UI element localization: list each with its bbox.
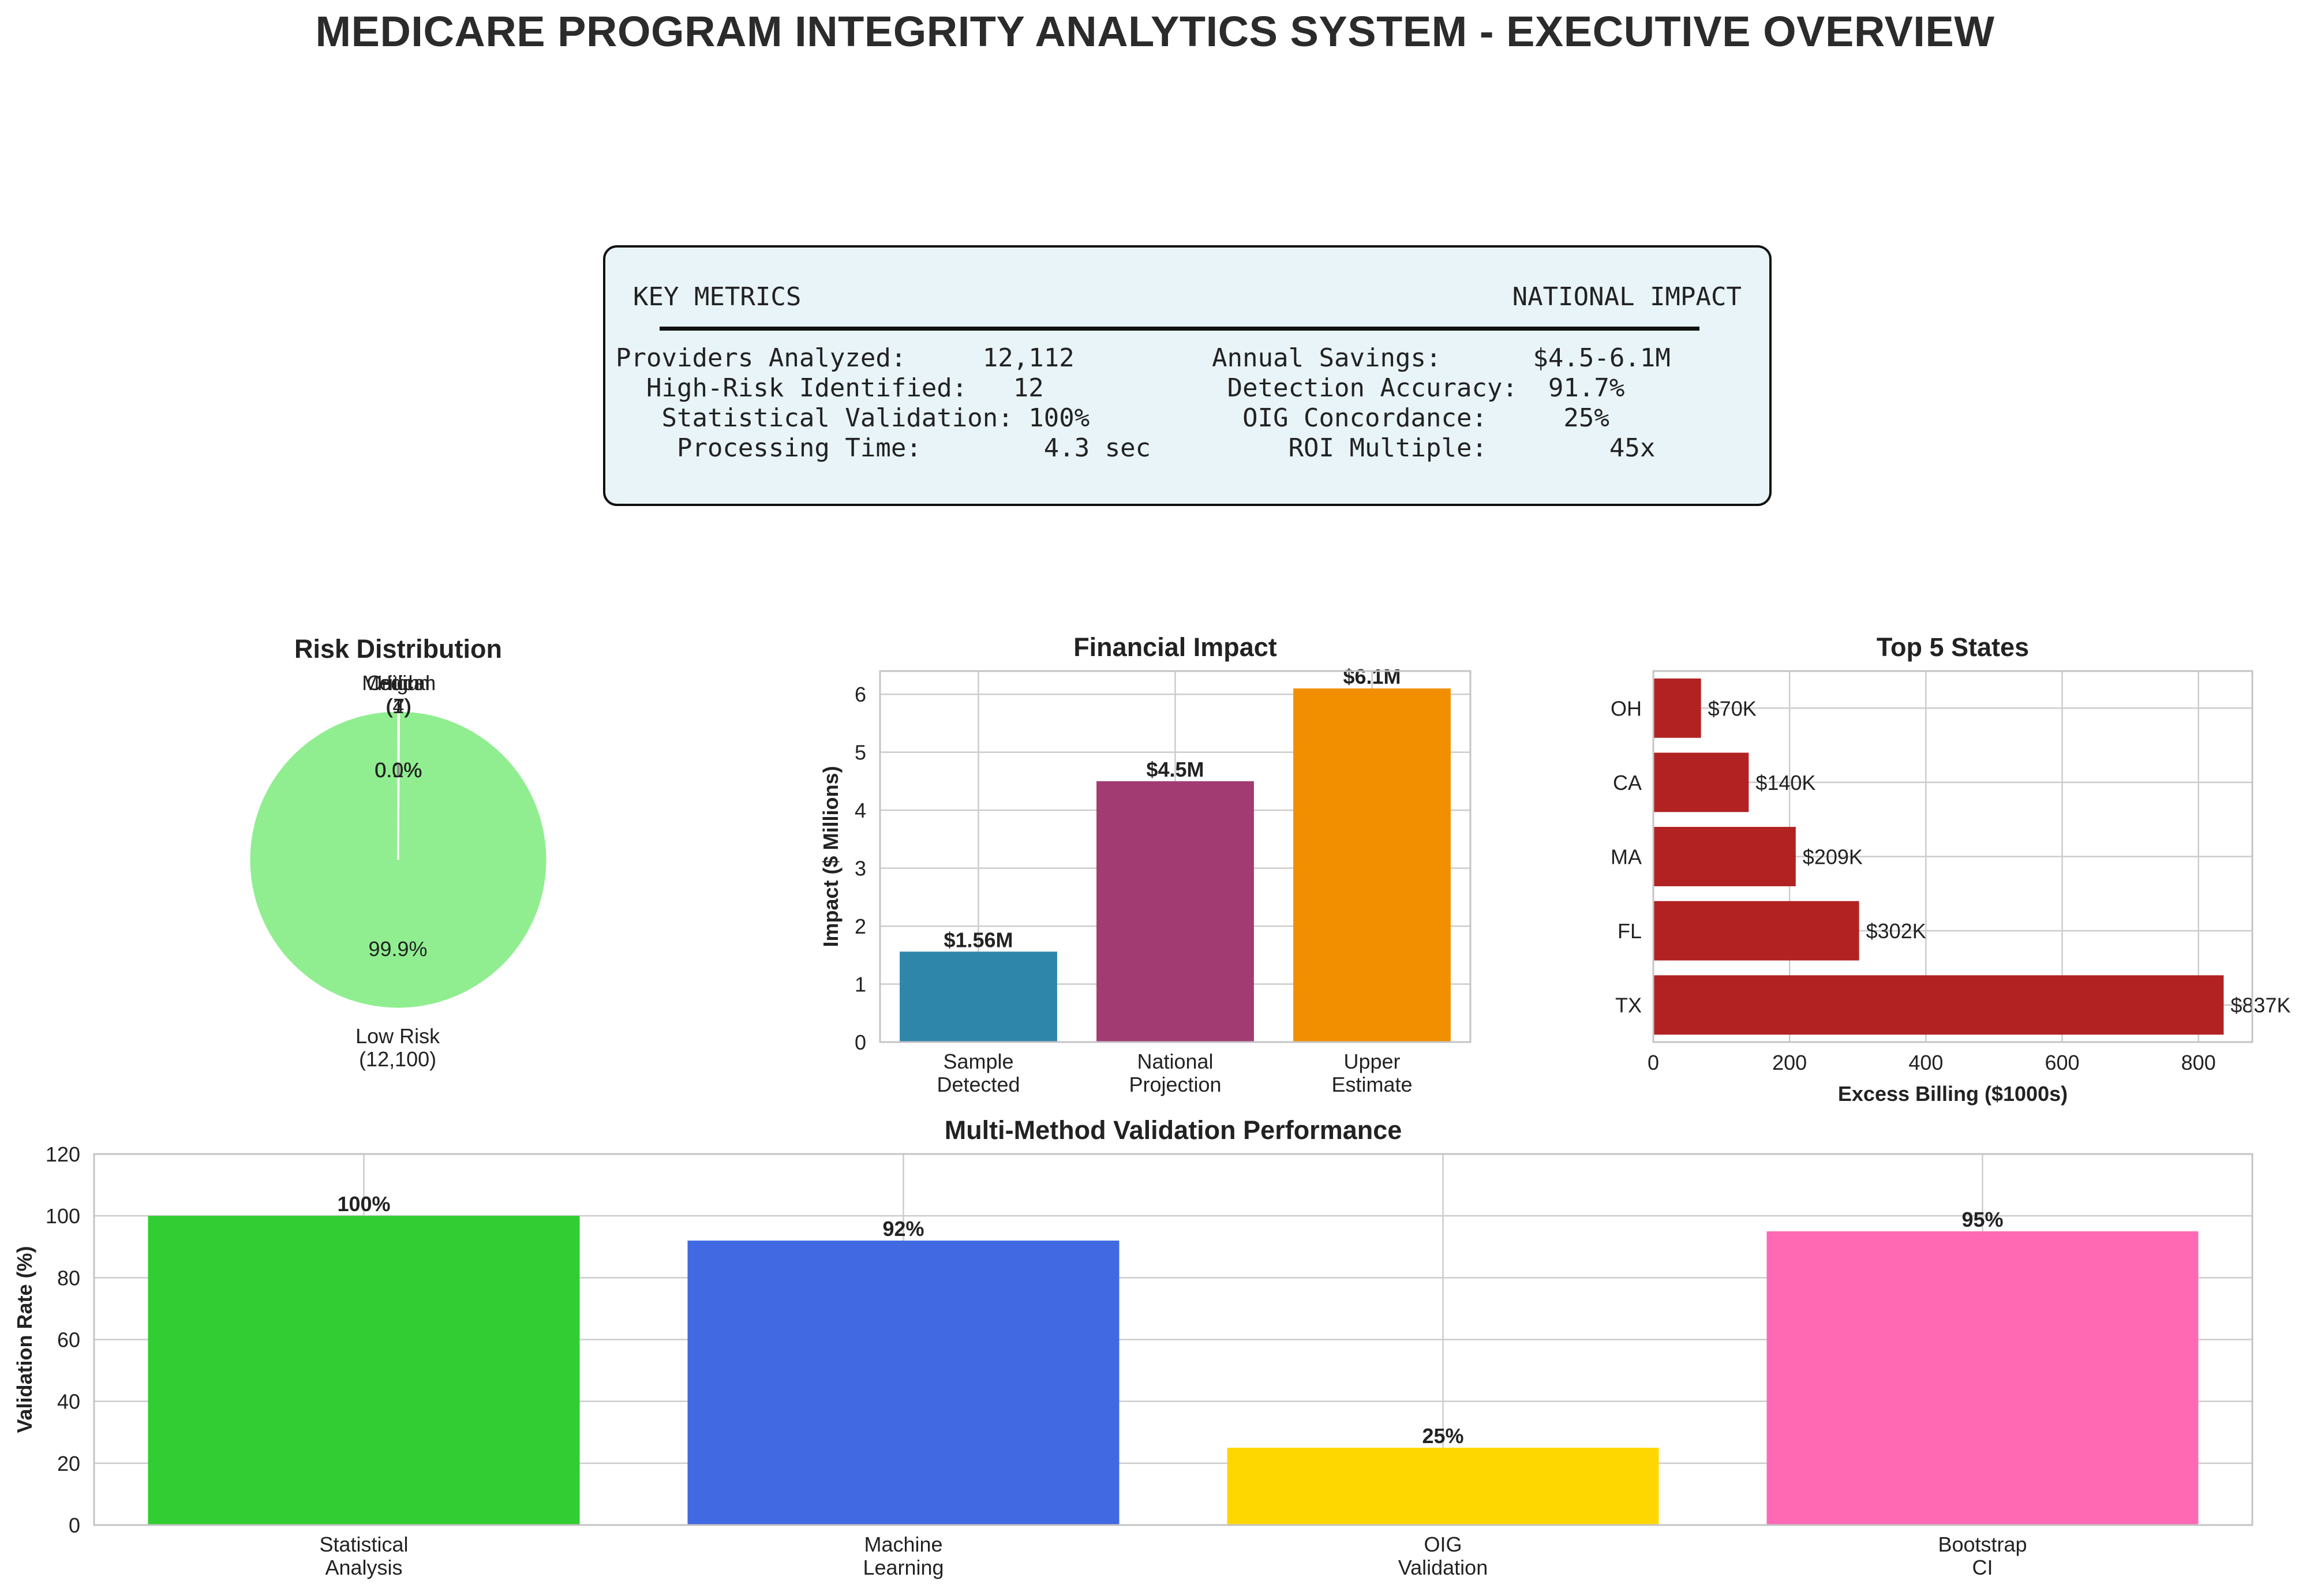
bar-value-label: $140K xyxy=(1755,771,1815,795)
x-tick-label: 200 xyxy=(1772,1051,1807,1074)
y-tick-label: 1 xyxy=(855,973,866,996)
bar xyxy=(1653,901,1859,961)
national-impact-header: NATIONAL IMPACT xyxy=(1512,282,1742,312)
dashboard-title: MEDICARE PROGRAM INTEGRITY ANALYTICS SYS… xyxy=(315,8,1995,55)
y-tick-label: 80 xyxy=(57,1266,80,1290)
metrics-line: Processing Time: 4.3 sec ROI Multiple: 4… xyxy=(616,433,1656,463)
chart-title: Financial Impact xyxy=(1073,632,1277,662)
y-tick-label: 120 xyxy=(46,1142,80,1166)
plot-frame xyxy=(1652,670,2253,1043)
metrics-line: Providers Analyzed: 12,112 Annual Saving… xyxy=(616,343,1671,373)
pie-pct-label: 0.0% xyxy=(375,758,422,782)
bar xyxy=(1766,1231,2199,1525)
x-tick-label: Bootstrap CI xyxy=(1938,1533,2027,1579)
y-tick-label: OH xyxy=(1611,696,1642,720)
bar xyxy=(1227,1448,1659,1525)
y-tick-label: 40 xyxy=(57,1390,80,1414)
y-tick-label: 100 xyxy=(46,1204,80,1228)
bar xyxy=(148,1216,580,1525)
bar-value-label: $4.5M xyxy=(1146,758,1204,781)
bar xyxy=(900,951,1057,1042)
y-tick-label: 0 xyxy=(69,1513,80,1537)
metrics-line: High-Risk Identified: 12 Detection Accur… xyxy=(616,373,1625,403)
y-tick-label: 3 xyxy=(855,857,866,881)
plot-frame xyxy=(879,670,1472,1043)
bar xyxy=(1653,827,1796,886)
key-metrics-header: KEY METRICS xyxy=(633,282,802,312)
bar-value-label: 100% xyxy=(337,1192,390,1216)
bar-value-label: $209K xyxy=(1803,845,1863,869)
bar-value-label: 25% xyxy=(1422,1424,1463,1448)
y-tick-label: CA xyxy=(1613,771,1642,795)
bar xyxy=(687,1241,1120,1525)
y-axis-label: Impact ($ Millions) xyxy=(819,766,843,947)
metrics-line: Statistical Validation: 100% OIG Concord… xyxy=(616,403,1609,433)
y-tick-label: 4 xyxy=(855,799,866,822)
bar-value-label: $302K xyxy=(1866,919,1926,943)
pie-pct-label: 99.9% xyxy=(368,937,427,961)
x-tick-label: Upper Estimate xyxy=(1331,1050,1412,1096)
pie-slice-label: Low Risk (12,100) xyxy=(355,1024,440,1071)
x-tick-label: Sample Detected xyxy=(937,1050,1020,1096)
x-tick-label: 400 xyxy=(1908,1051,1943,1074)
key-metrics-panel: KEY METRICS NATIONAL IMPACT Providers An… xyxy=(603,245,1772,506)
bar xyxy=(1096,781,1254,1042)
y-tick-label: FL xyxy=(1618,919,1642,943)
pie-slice-label: Critical (1) xyxy=(366,671,430,718)
bar-value-label: $837K xyxy=(2230,994,2290,1017)
x-tick-label: 0 xyxy=(1648,1051,1659,1074)
bar-value-label: $6.1M xyxy=(1343,665,1401,688)
bar-value-label: $1.56M xyxy=(944,928,1013,951)
bar xyxy=(1293,688,1451,1042)
bar-value-label: 95% xyxy=(1961,1208,2003,1231)
y-tick-label: 2 xyxy=(855,915,866,938)
x-tick-label: Machine Learning xyxy=(863,1533,944,1579)
plot-frame xyxy=(93,1153,2253,1526)
x-tick-label: OIG Validation xyxy=(1398,1533,1488,1579)
y-tick-label: MA xyxy=(1611,845,1642,869)
y-axis-label: Validation Rate (%) xyxy=(13,1246,36,1433)
chart-title: Multi-Method Validation Performance xyxy=(945,1115,1402,1145)
pie-slice-label: Medium (7) xyxy=(362,671,436,718)
y-tick-label: 60 xyxy=(57,1328,80,1352)
y-tick-label: 0 xyxy=(855,1031,866,1054)
bar xyxy=(1653,975,2224,1035)
y-tick-label: TX xyxy=(1615,994,1642,1017)
pie-slice xyxy=(248,710,548,1010)
x-tick-label: 800 xyxy=(2181,1051,2216,1074)
x-axis-label: Excess Billing ($1000s) xyxy=(1838,1082,2068,1106)
x-tick-label: National Projection xyxy=(1129,1050,1221,1096)
bar xyxy=(1653,752,1749,812)
bar-value-label: 92% xyxy=(882,1217,924,1241)
pie-slice-label: High (4) xyxy=(377,671,420,718)
x-tick-label: Statistical Analysis xyxy=(319,1533,408,1579)
bar-value-label: $70K xyxy=(1708,696,1757,720)
chart-title: Top 5 States xyxy=(1877,632,2029,662)
y-tick-label: 20 xyxy=(57,1452,80,1475)
chart-title: Risk Distribution xyxy=(294,634,502,664)
bar xyxy=(1653,678,1701,738)
metrics-divider xyxy=(660,327,1699,331)
y-tick-label: 6 xyxy=(855,683,866,706)
y-tick-label: 5 xyxy=(855,741,866,765)
x-tick-label: 600 xyxy=(2045,1051,2079,1074)
